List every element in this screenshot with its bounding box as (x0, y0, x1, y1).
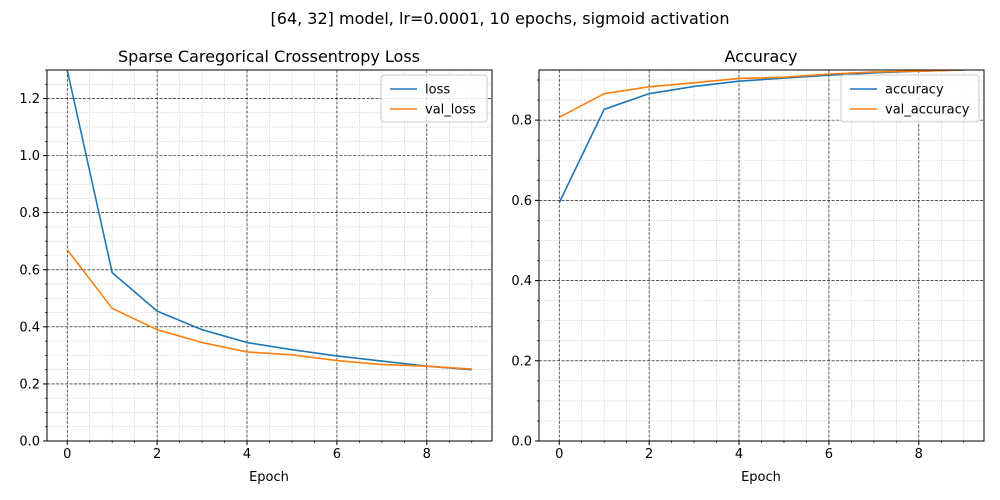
x-tick-label: 8 (423, 447, 431, 462)
legend-label-val_loss: val_loss (425, 103, 476, 118)
legend-box (840, 74, 980, 123)
series-line-val_loss (66, 249, 472, 370)
y-tick-label: 0.4 (511, 274, 532, 289)
figure-title: [64, 32] model, lr=0.0001, 10 epochs, si… (271, 9, 730, 28)
x-tick-label: 0 (555, 447, 563, 462)
accuracy-chart: Accuracy Epoch 0 2 4 6 8 0.0 0.2 0.4 0.6 0.8 accur… (511, 47, 985, 485)
loss-chart-xlabel: Epoch (249, 470, 289, 485)
x-tick-label: 4 (243, 447, 251, 462)
x-tick-label: 8 (915, 447, 923, 462)
loss-chart-title: Sparse Caregorical Crossentropy Loss (118, 47, 420, 66)
series-line-loss (66, 70, 472, 371)
y-tick-label: 0.2 (511, 354, 532, 369)
legend-label-accuracy: accuracy (885, 83, 944, 98)
y-tick-label: 0.6 (19, 263, 40, 278)
accuracy-chart-title: Accuracy (724, 47, 797, 66)
legend-box (380, 74, 488, 123)
legend-label-loss: loss (425, 83, 450, 98)
y-tick-label: 0.6 (511, 194, 532, 209)
x-tick-label: 4 (735, 447, 743, 462)
y-tick-label: 0.4 (19, 320, 40, 335)
y-tick-label: 1.2 (19, 92, 40, 107)
y-tick-label: 0.8 (511, 114, 532, 129)
legend: accuracy val_accuracy (840, 74, 980, 123)
x-tick-label: 6 (333, 447, 341, 462)
loss-chart: Sparse Caregorical Crossentropy Loss Epo… (19, 47, 493, 485)
legend-label-val_accuracy: val_accuracy (885, 103, 970, 118)
legend: loss val_loss (380, 74, 488, 123)
grid (47, 69, 492, 442)
y-tick-label: 0.0 (19, 435, 40, 450)
y-tick-label: 0.2 (19, 377, 40, 392)
x-tick-label: 2 (645, 447, 653, 462)
x-tick-label: 6 (825, 447, 833, 462)
accuracy-chart-xlabel: Epoch (741, 470, 781, 485)
grid (539, 70, 984, 442)
x-tick-label: 2 (153, 447, 161, 462)
series-line-val_accuracy (558, 70, 964, 119)
y-tick-label: 1.0 (19, 149, 40, 164)
y-tick-label: 0.0 (511, 435, 532, 450)
y-tick-label: 0.8 (19, 206, 40, 221)
x-tick-label: 0 (63, 447, 71, 462)
